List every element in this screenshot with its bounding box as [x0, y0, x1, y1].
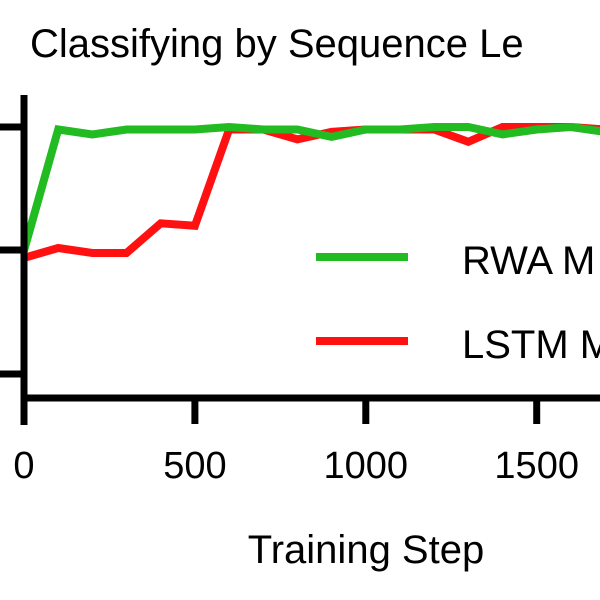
x-axis-label: Training Step [248, 528, 484, 572]
series-line-rwa-m [20, 122, 600, 252]
x-tick-label: 500 [163, 445, 226, 487]
legend-label-rwa: RWA M [462, 239, 595, 283]
y-ticks [0, 123, 24, 378]
chart-title: Classifying by Sequence Le [30, 22, 524, 66]
x-tick-label: 0 [13, 445, 34, 487]
x-ticks: 0 500 1000 1500 [13, 398, 579, 487]
legend: RWA M LSTM M [316, 239, 600, 367]
x-tick-label: 1000 [324, 445, 409, 487]
legend-label-lstm: LSTM M [462, 323, 600, 367]
series-layer [20, 122, 600, 262]
x-tick-label: 1500 [494, 445, 579, 487]
